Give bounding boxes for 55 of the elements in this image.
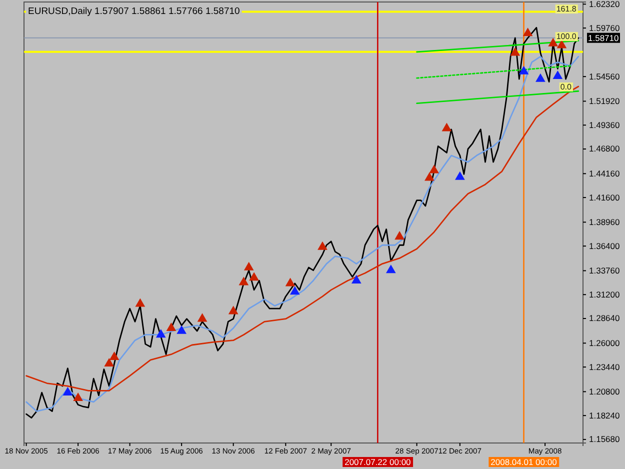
point [176, 325, 186, 334]
y-tick-label: 1.36400 [589, 240, 620, 251]
point [522, 28, 533, 36]
point [135, 298, 146, 307]
point [552, 70, 563, 80]
point [518, 66, 529, 74]
chart-title: EURUSD,Daily 1.57907 1.58861 1.57766 1.58710 [28, 6, 240, 17]
point [424, 172, 434, 181]
point [556, 40, 567, 48]
y-tick-label: 1.54560 [589, 71, 620, 82]
point [318, 241, 328, 250]
y-tick-label: 1.26000 [589, 338, 620, 348]
point [442, 122, 452, 132]
point [290, 286, 300, 295]
point [73, 392, 83, 402]
y-tick-label: 1.62320 [589, 0, 620, 9]
y-tick-label: 1.31200 [589, 289, 620, 300]
annotation: 161.8 [556, 4, 577, 14]
point [249, 272, 259, 281]
point [536, 73, 546, 82]
y-tick-label: 1.44160 [589, 168, 620, 178]
point [156, 329, 166, 338]
y-tick-label: 1.18240 [589, 410, 620, 420]
point [244, 262, 254, 270]
point [394, 231, 404, 240]
annotation: 100.0 [556, 32, 577, 42]
y-tick-label: 1.49360 [589, 120, 620, 130]
y-tick-label: 1.23440 [589, 362, 620, 372]
point [109, 351, 120, 360]
point [510, 47, 520, 56]
point [351, 274, 362, 284]
point [548, 38, 558, 46]
point [386, 264, 396, 274]
point [228, 306, 238, 314]
ref-line-label: 1.58710 [588, 32, 619, 43]
y-tick-label: 1.15680 [589, 434, 620, 444]
point [285, 278, 296, 286]
point [197, 313, 208, 322]
point [62, 386, 73, 396]
y-tick-label: 1.51920 [589, 96, 620, 106]
point [455, 171, 465, 180]
point [429, 164, 439, 174]
ref-line-label: 2007.07.22 00:00 [344, 457, 412, 467]
y-tick-label: 1.41600 [589, 192, 620, 202]
point [166, 322, 176, 332]
y-tick-label: 1.33760 [589, 265, 620, 276]
y-tick-label: 1.46800 [589, 144, 620, 154]
y-tick-label: 1.28640 [589, 313, 620, 324]
ref-line-label: 2008.04.01 00:00 [490, 457, 558, 467]
point [104, 358, 114, 367]
y-tick-label: 1.20800 [589, 386, 620, 396]
y-tick-label: 1.38960 [589, 216, 620, 227]
annotation: 0.0 [560, 82, 572, 92]
point [238, 276, 249, 286]
y-tick-label: 1.59760 [589, 22, 620, 33]
